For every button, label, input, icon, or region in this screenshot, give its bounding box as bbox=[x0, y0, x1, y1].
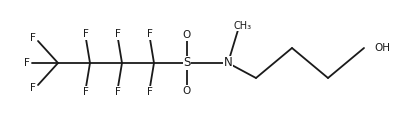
Text: F: F bbox=[83, 29, 89, 39]
Text: CH₃: CH₃ bbox=[233, 21, 252, 31]
Text: N: N bbox=[223, 56, 232, 70]
Text: F: F bbox=[147, 29, 153, 39]
Text: S: S bbox=[183, 56, 190, 70]
Text: F: F bbox=[115, 87, 121, 97]
Text: F: F bbox=[30, 83, 36, 93]
Text: OH: OH bbox=[373, 43, 389, 53]
Text: F: F bbox=[83, 87, 89, 97]
Text: F: F bbox=[147, 87, 153, 97]
Text: F: F bbox=[24, 58, 30, 68]
Text: F: F bbox=[115, 29, 121, 39]
Text: O: O bbox=[182, 86, 191, 96]
Text: F: F bbox=[30, 33, 36, 43]
Text: O: O bbox=[182, 30, 191, 40]
